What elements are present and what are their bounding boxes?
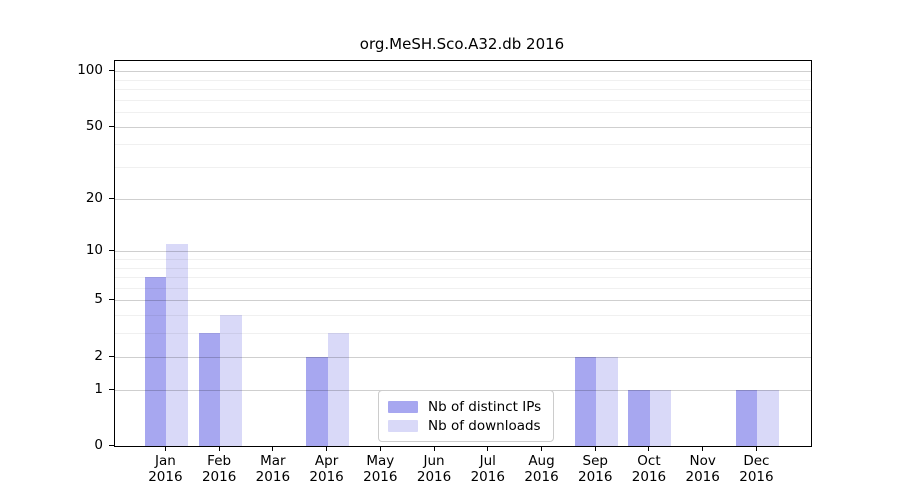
y-tick-label-2: 2: [94, 347, 103, 364]
x-tick-label-feb: Feb 2016: [201, 453, 237, 485]
y-tick-label-50: 50: [85, 117, 103, 134]
gridline-minor-90: [115, 79, 811, 81]
gridline-10: [115, 251, 811, 253]
x-tick-label-dec: Dec 2016: [739, 453, 774, 485]
y-tick-label-5: 5: [94, 291, 103, 308]
legend-label-downloads: Nb of downloads: [428, 417, 541, 434]
bar-dec-nb-of-distinct-ips: [735, 389, 758, 446]
y-tick-label-20: 20: [85, 189, 103, 206]
x-tick-sep: [594, 446, 596, 451]
bar-oct-nb-of-distinct-ips: [628, 389, 650, 446]
x-tick-label-nov: Nov 2016: [685, 453, 720, 485]
x-tick-may: [379, 446, 381, 451]
y-tick-5: [109, 299, 114, 301]
y-tick-1: [109, 388, 114, 390]
x-tick-label-jul: Jul 2016: [470, 453, 505, 485]
x-tick-apr: [326, 446, 328, 451]
y-tick-label-100: 100: [77, 62, 103, 79]
bar-sep-nb-of-downloads: [596, 356, 618, 446]
y-tick-label-10: 10: [85, 242, 103, 259]
bar-sep-nb-of-distinct-ips: [574, 356, 597, 446]
x-tick-aug: [541, 446, 542, 451]
x-tick-jun: [433, 446, 435, 451]
bar-apr-nb-of-distinct-ips: [306, 356, 328, 446]
x-tick-label-mar: Mar 2016: [255, 453, 291, 485]
bar-jan-nb-of-distinct-ips: [144, 277, 167, 446]
y-tick-2: [109, 355, 114, 357]
gridline-minor-60: [115, 112, 811, 114]
legend-item-downloads: Nb of downloads: [388, 416, 541, 435]
bar-apr-nb-of-downloads: [327, 333, 350, 446]
y-tick-label-1: 1: [94, 380, 103, 397]
gridline-minor-8: [115, 267, 811, 269]
legend: Nb of distinct IPs Nb of downloads: [378, 390, 555, 442]
y-tick-10: [109, 250, 114, 252]
gridline-minor-7: [115, 277, 811, 279]
x-tick-label-jan: Jan 2016: [148, 453, 183, 485]
gridline-20: [115, 198, 811, 200]
gridline-50: [115, 126, 811, 128]
bar-oct-nb-of-downloads: [649, 389, 672, 446]
bar-dec-nb-of-downloads: [757, 389, 779, 446]
x-tick-nov: [702, 446, 704, 451]
legend-swatch-downloads: [388, 419, 418, 432]
x-tick-label-apr: Apr 2016: [309, 453, 344, 485]
x-tick-mar: [272, 446, 274, 451]
x-tick-label-aug: Aug 2016: [524, 453, 559, 485]
gridline-minor-9: [115, 259, 811, 260]
bar-feb-nb-of-downloads: [220, 315, 242, 446]
legend-label-distinct-ips: Nb of distinct IPs: [428, 398, 542, 415]
y-tick-20: [109, 197, 114, 199]
gridline-minor-40: [115, 144, 811, 146]
x-tick-label-sep: Sep 2016: [578, 453, 613, 485]
bar-feb-nb-of-distinct-ips: [198, 333, 221, 446]
plot-area: [114, 60, 812, 447]
legend-item-distinct-ips: Nb of distinct IPs: [388, 397, 541, 416]
x-tick-dec: [755, 446, 757, 451]
legend-swatch-distinct-ips: [388, 400, 418, 413]
x-tick-feb: [218, 446, 220, 451]
chart-title: org.MeSH.Sco.A32.db 2016: [359, 35, 565, 53]
y-tick-100: [109, 70, 114, 72]
gridline-minor-6: [115, 287, 811, 289]
bar-jan-nb-of-downloads: [166, 244, 188, 446]
y-tick-label-0: 0: [94, 437, 103, 453]
y-tick-0: [109, 445, 114, 446]
x-tick-oct: [648, 446, 650, 451]
x-tick-label-may: May 2016: [363, 453, 398, 485]
y-tick-50: [109, 125, 114, 127]
x-tick-label-jun: Jun 2016: [416, 453, 452, 485]
x-tick-jul: [487, 446, 489, 451]
gridline-minor-80: [115, 89, 811, 91]
gridline-100: [115, 71, 811, 73]
gridline-minor-70: [115, 99, 811, 101]
gridline-minor-30: [115, 167, 811, 169]
gridline-5: [115, 300, 811, 302]
x-tick-jan: [164, 446, 166, 451]
x-tick-label-oct: Oct 2016: [631, 453, 667, 485]
